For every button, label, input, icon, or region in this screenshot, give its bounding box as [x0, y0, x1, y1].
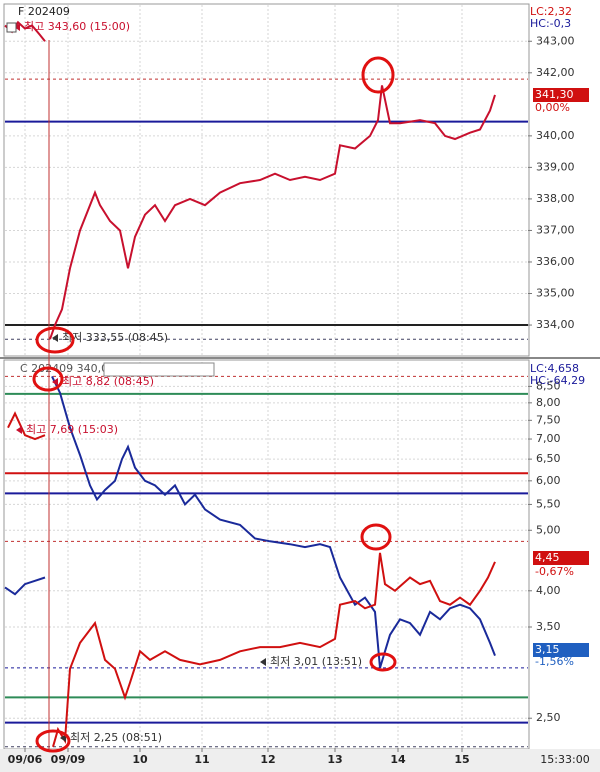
title-box	[103, 362, 215, 377]
annotation-arrow	[260, 658, 266, 666]
y-tick-label: 334,00	[536, 318, 575, 331]
highlight-circle	[369, 652, 397, 672]
panel-title: F 202409	[18, 5, 70, 18]
price-label: -1,56%	[535, 655, 574, 668]
y-tick-label: 8,00	[536, 396, 561, 409]
stat-label: HC:-64,29	[530, 374, 585, 387]
y-tick-label: 6,00	[536, 474, 561, 487]
x-tick-label: 11	[194, 753, 209, 766]
time-label: 15:33:00	[540, 753, 589, 766]
price-line	[4, 375, 496, 669]
y-tick-label: 5,50	[536, 497, 561, 510]
annotation: 최고 343,60 (15:00)	[24, 20, 130, 33]
annotation: 최저 3,01 (13:51)	[270, 655, 362, 668]
annotation: 최고 7,69 (15:03)	[26, 423, 118, 436]
x-axis-strip	[0, 749, 600, 772]
annotation-arrow	[14, 23, 20, 31]
y-tick-label: 4,00	[536, 584, 561, 597]
y-tick-label: 6,50	[536, 452, 561, 465]
y-tick-label: 335,00	[536, 287, 575, 300]
highlight-circle	[32, 366, 64, 392]
price-label: 341,30	[535, 88, 574, 101]
annotation-arrow	[60, 734, 66, 742]
highlight-circle	[35, 729, 71, 753]
y-tick-label: 8,50	[536, 379, 561, 392]
price-label: -0,67%	[535, 565, 574, 578]
y-tick-label: 342,00	[536, 66, 575, 79]
x-tick-label: 09/06	[8, 753, 43, 766]
y-tick-label: 338,00	[536, 192, 575, 205]
price-label: 0,00%	[535, 101, 570, 114]
highlight-circles	[32, 56, 397, 753]
panel-title: C 202409 340,0	[20, 362, 108, 375]
icon[interactable]	[6, 22, 17, 33]
price-line	[7, 411, 496, 748]
price-box	[533, 551, 589, 565]
price-label: 3,15	[535, 643, 560, 656]
annotation: 최저 2,25 (08:51)	[70, 731, 162, 744]
x-tick-label: 14	[390, 753, 406, 766]
annotation-arrow	[52, 334, 58, 342]
annotation: 최고 8,82 (08:45)	[62, 375, 154, 388]
annotation-arrow	[16, 426, 22, 434]
annotation: 최저 333,55 (08:45)	[62, 331, 168, 344]
annotation-arrow	[52, 378, 58, 386]
stat-label: LC:2,32	[530, 5, 572, 18]
y-tick-label: 5,00	[536, 523, 561, 536]
x-tick-label: 13	[327, 753, 342, 766]
x-tick-label: 12	[260, 753, 275, 766]
price-box	[533, 643, 589, 657]
x-tick-label: 10	[132, 753, 148, 766]
y-tick-label: 337,00	[536, 223, 575, 236]
highlight-circle	[361, 56, 395, 94]
price-box	[533, 88, 589, 102]
highlight-circle	[360, 523, 392, 551]
y-tick-label: 336,00	[536, 255, 575, 268]
x-tick-label: 15	[454, 753, 469, 766]
stat-label: HC:-0,3	[530, 17, 571, 30]
y-tick-label: 7,50	[536, 413, 561, 426]
plot-layer: 343,00 342,00 340,00 339,00 338,00 337,00 336,…	[4, 5, 590, 766]
x-tick-label: 09/09	[51, 753, 86, 766]
price-label: 4,45	[535, 551, 560, 564]
highlight-circle	[35, 326, 75, 354]
y-tick-label: 340,00	[536, 129, 575, 142]
y-tick-label: 7,00	[536, 432, 561, 445]
panel-frame	[3, 3, 530, 357]
stat-label: LC:4,658	[530, 362, 579, 375]
y-tick-label: 3,50	[536, 620, 561, 633]
y-tick-label: 2,50	[536, 711, 561, 724]
y-tick-label: 339,00	[536, 160, 575, 173]
y-tick-label: 343,00	[536, 34, 575, 47]
